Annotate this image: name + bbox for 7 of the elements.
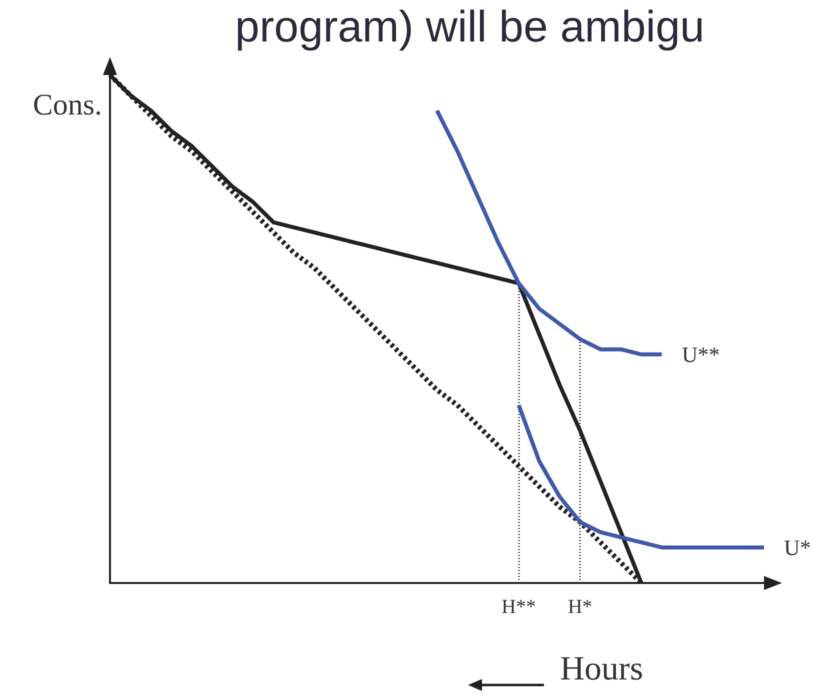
x-tick-label: H** — [502, 596, 536, 618]
y-axis-title: Cons. — [32, 88, 102, 122]
chart-title: program) will be ambigu — [235, 2, 705, 52]
series-label: U* — [784, 534, 811, 560]
series-label: U** — [682, 342, 720, 367]
x-axis-title: Hours — [560, 650, 644, 688]
x-tick-label: H* — [568, 596, 592, 618]
